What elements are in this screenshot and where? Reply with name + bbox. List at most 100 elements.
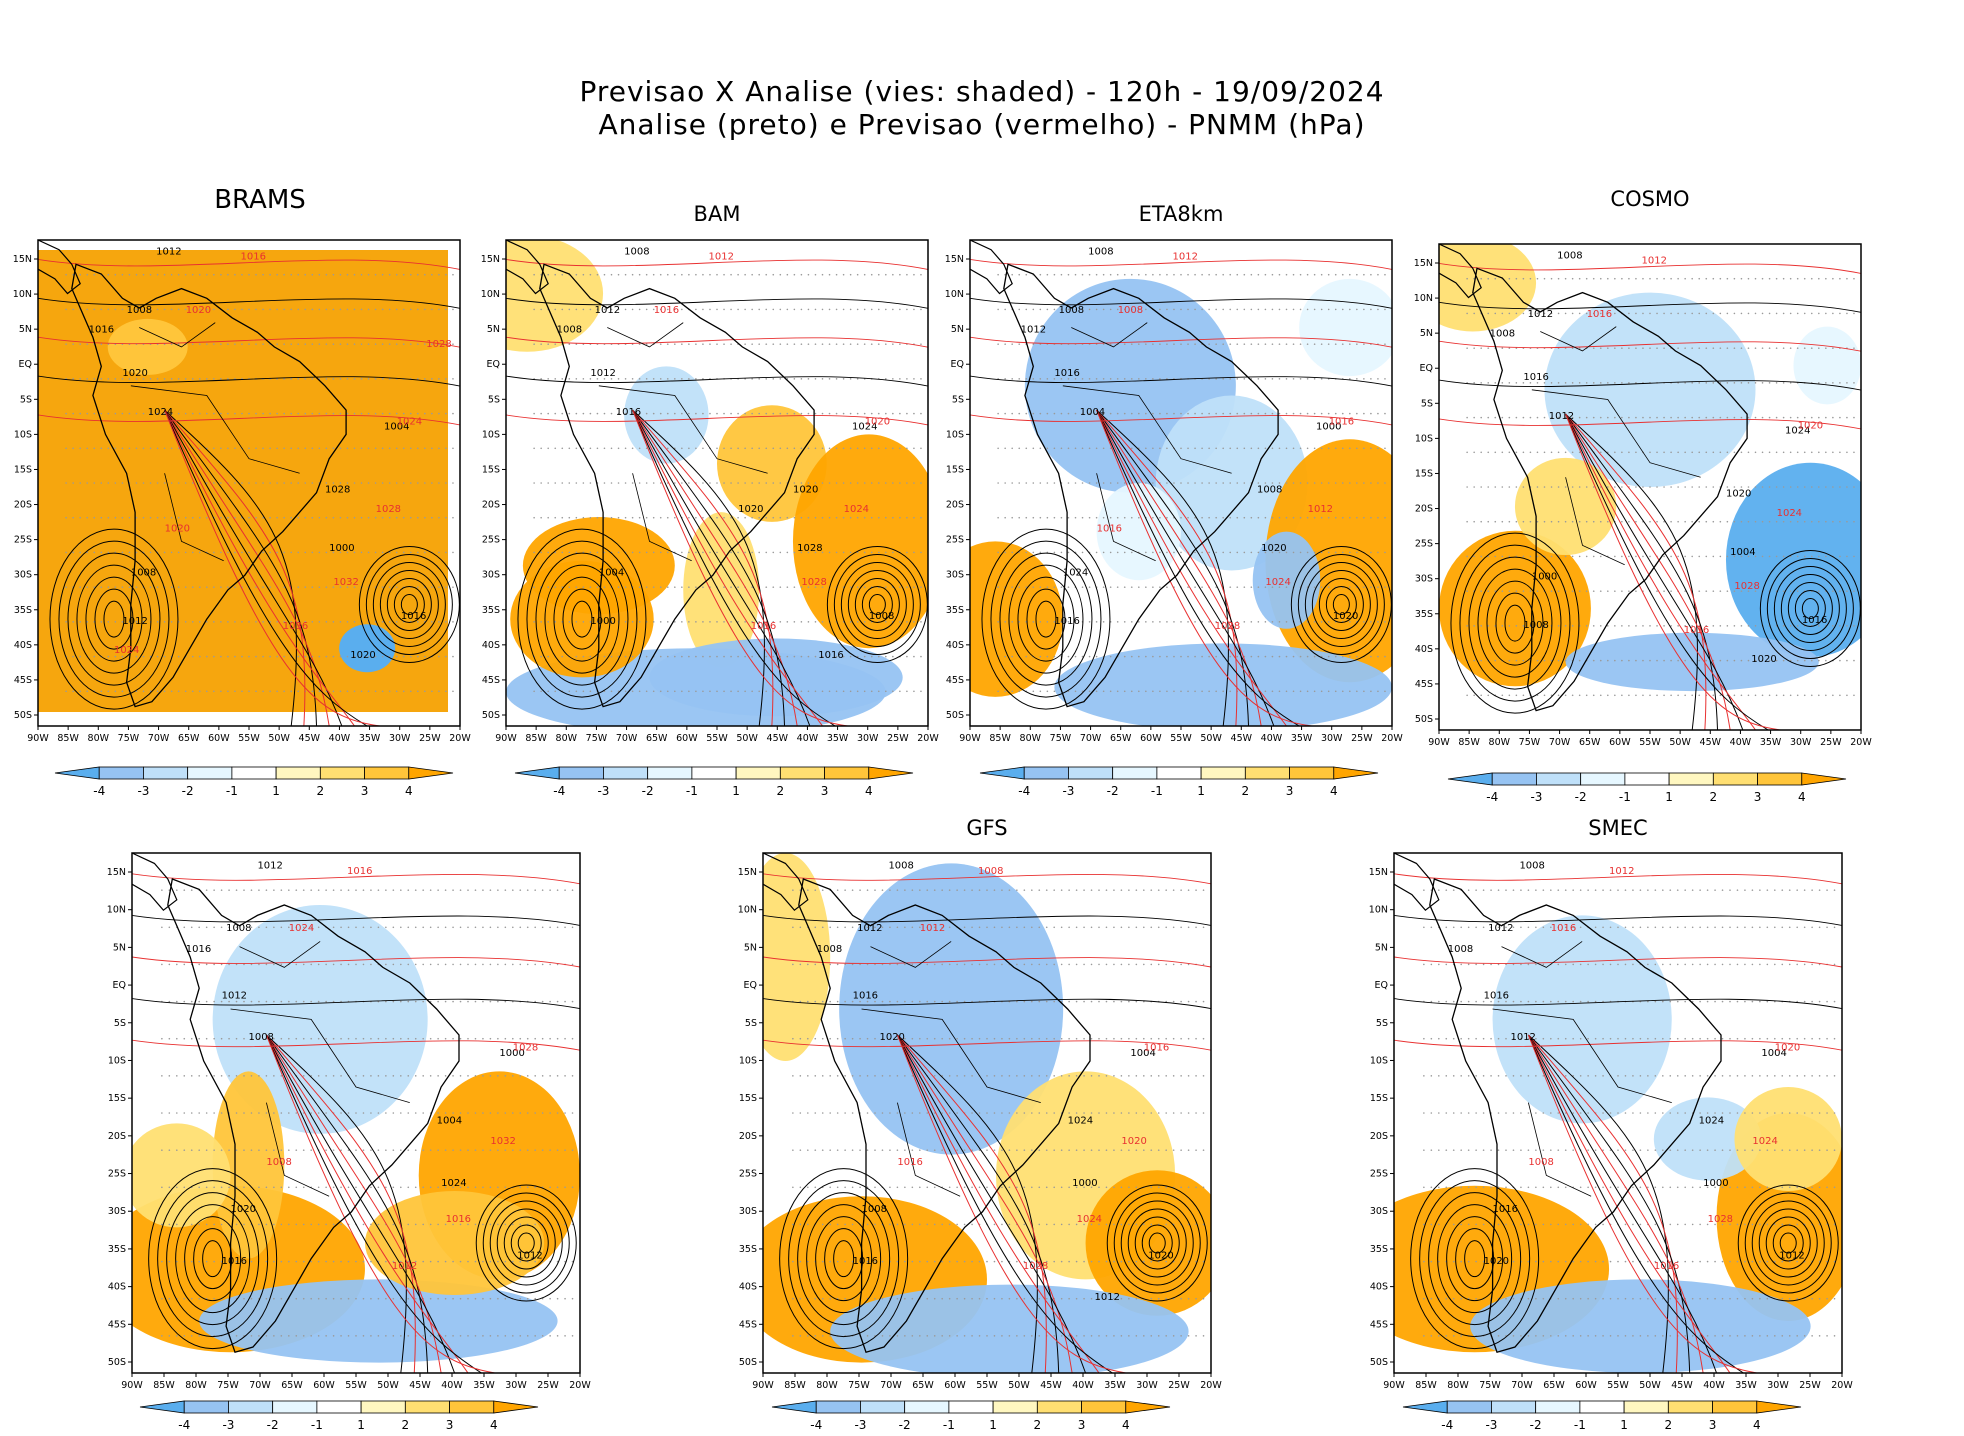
- isobar-label-analysis: 1004: [1761, 1048, 1786, 1059]
- grid-dots: [161, 889, 574, 1337]
- south-america-coastline: [167, 878, 460, 1353]
- lat-label: 10S: [946, 429, 964, 440]
- colorbar-swatch: [1756, 1400, 1802, 1414]
- colorbar-swatch: [54, 766, 100, 780]
- colorbar-swatch: [1447, 772, 1493, 786]
- lat-label: 5N: [113, 942, 126, 953]
- isobar-line: [1394, 956, 1842, 968]
- colorbar-label: -2: [182, 784, 194, 798]
- lat-label: 25S: [946, 535, 964, 546]
- lon-label: 65W: [1579, 737, 1601, 748]
- isobar-label-analysis: 1020: [231, 1204, 256, 1215]
- low-pressure-isobar: [393, 586, 425, 623]
- lat-label: EQ: [1420, 363, 1433, 374]
- colorbar-label: 3: [1754, 790, 1762, 804]
- isobar-line: [1096, 409, 1250, 726]
- lat-label: 40S: [739, 1282, 757, 1293]
- lon-label: 70W: [148, 733, 170, 744]
- colorbar-swatch: [1068, 766, 1114, 780]
- low-pressure-isobar: [788, 1180, 900, 1338]
- lon-label: 55W: [706, 733, 728, 744]
- lat-label: 35S: [1370, 1244, 1388, 1255]
- lat-label: 35S: [1415, 609, 1433, 620]
- isobar-label-analysis: 1008: [817, 944, 842, 955]
- bias-shading-negative: [1470, 1279, 1811, 1373]
- low-pressure-isobar: [861, 586, 893, 623]
- colorbar-swatch: [1081, 1400, 1127, 1414]
- country-borders: [1492, 941, 1672, 1197]
- low-pressure-isobar: [571, 600, 593, 638]
- colorbar-swatch: [1156, 766, 1202, 780]
- low-pressure-isobar: [1773, 566, 1847, 651]
- central-america-coastline: [763, 853, 809, 912]
- isobar-line: [896, 1034, 1073, 1373]
- south-america-coastline: [798, 878, 1091, 1353]
- lon-label: 40W: [329, 733, 351, 744]
- colorbar-label: 3: [1286, 784, 1294, 798]
- lat-label: 50S: [946, 710, 964, 721]
- lat-label: 25S: [482, 535, 500, 546]
- lon-label: 40W: [1072, 1380, 1094, 1391]
- lon-label: 50W: [268, 733, 290, 744]
- lon-label: 55W: [1639, 737, 1661, 748]
- bias-shading-positive: [683, 512, 760, 668]
- lon-label: 80W: [556, 733, 578, 744]
- map-panel-smec: SMEC 1008 1012 1008 1016 1012 1024 1004 1000 1016…: [1369, 816, 1854, 1432]
- colorbar-label: 4: [865, 784, 873, 798]
- country-borders: [1531, 326, 1701, 566]
- isobar-contours: [132, 873, 580, 1373]
- lon-label: 35W: [1760, 737, 1782, 748]
- isobar-label-forecast: 1012: [709, 251, 734, 262]
- low-pressure-isobar: [824, 1228, 864, 1290]
- colorbar-label: 1: [1620, 1418, 1628, 1432]
- colorbar-label: -3: [597, 784, 609, 798]
- colorbar-label: 4: [1330, 784, 1338, 798]
- lon-label: 85W: [1415, 1380, 1437, 1391]
- lat-label: 35S: [108, 1244, 126, 1255]
- isobar-label-forecast: 1008: [978, 866, 1003, 877]
- low-pressure-isobar: [981, 528, 1111, 710]
- isobar-line: [164, 409, 343, 726]
- colorbar-label: 1: [732, 784, 740, 798]
- lat-label: EQ: [113, 980, 126, 991]
- lat-label: 40S: [108, 1282, 126, 1293]
- grid-dots: [65, 273, 454, 693]
- low-pressure-isobar: [1772, 1224, 1804, 1262]
- isobar-line: [1394, 998, 1842, 1010]
- low-pressure-isobar: [1751, 1200, 1825, 1286]
- colorbar-label: 3: [1709, 1418, 1717, 1432]
- lon-label: 75W: [217, 1380, 239, 1391]
- colorbar-swatch: [1125, 1400, 1171, 1414]
- isobar-line: [1527, 1034, 1691, 1373]
- isobar-line: [1527, 1034, 1744, 1373]
- lon-label: 30W: [857, 733, 879, 744]
- lon-label: 20W: [1200, 1380, 1222, 1391]
- isobar-label-analysis: 1000: [329, 543, 354, 554]
- isobar-line: [38, 336, 460, 348]
- colorbar-swatch: [1289, 766, 1335, 780]
- lat-label: 35S: [946, 605, 964, 616]
- lat-label: 20S: [1415, 504, 1433, 515]
- colorbar-swatch: [1036, 1400, 1082, 1414]
- isobar-label-forecast: 1016: [1097, 524, 1122, 535]
- isobar-line: [1439, 418, 1861, 430]
- isobar-label-forecast: 1016: [751, 621, 776, 632]
- isobar-label-forecast: 1032: [333, 577, 358, 588]
- low-pressure-isobar: [1428, 1192, 1522, 1326]
- colorbar-swatch: [1200, 766, 1246, 780]
- lon-label: 65W: [912, 1380, 934, 1391]
- low-pressure-isobar: [1794, 590, 1826, 627]
- colorbar-swatch: [275, 766, 321, 780]
- isobar-label-analysis: 1008: [248, 1032, 273, 1043]
- colorbar-swatch: [98, 766, 144, 780]
- isobar-line: [1394, 914, 1842, 926]
- lat-label: 15N: [481, 254, 500, 265]
- isobar-line: [970, 258, 1392, 270]
- isobar-label-analysis: 1008: [1519, 861, 1544, 872]
- lat-label: 20S: [482, 500, 500, 511]
- panel-title-eta8km: ETA8km: [1139, 202, 1224, 226]
- country-borders: [130, 322, 300, 562]
- isobar-label-analysis: 1024: [1068, 1115, 1093, 1126]
- colorbar-swatch: [1491, 772, 1537, 786]
- isobar-label-forecast: 1024: [114, 645, 139, 656]
